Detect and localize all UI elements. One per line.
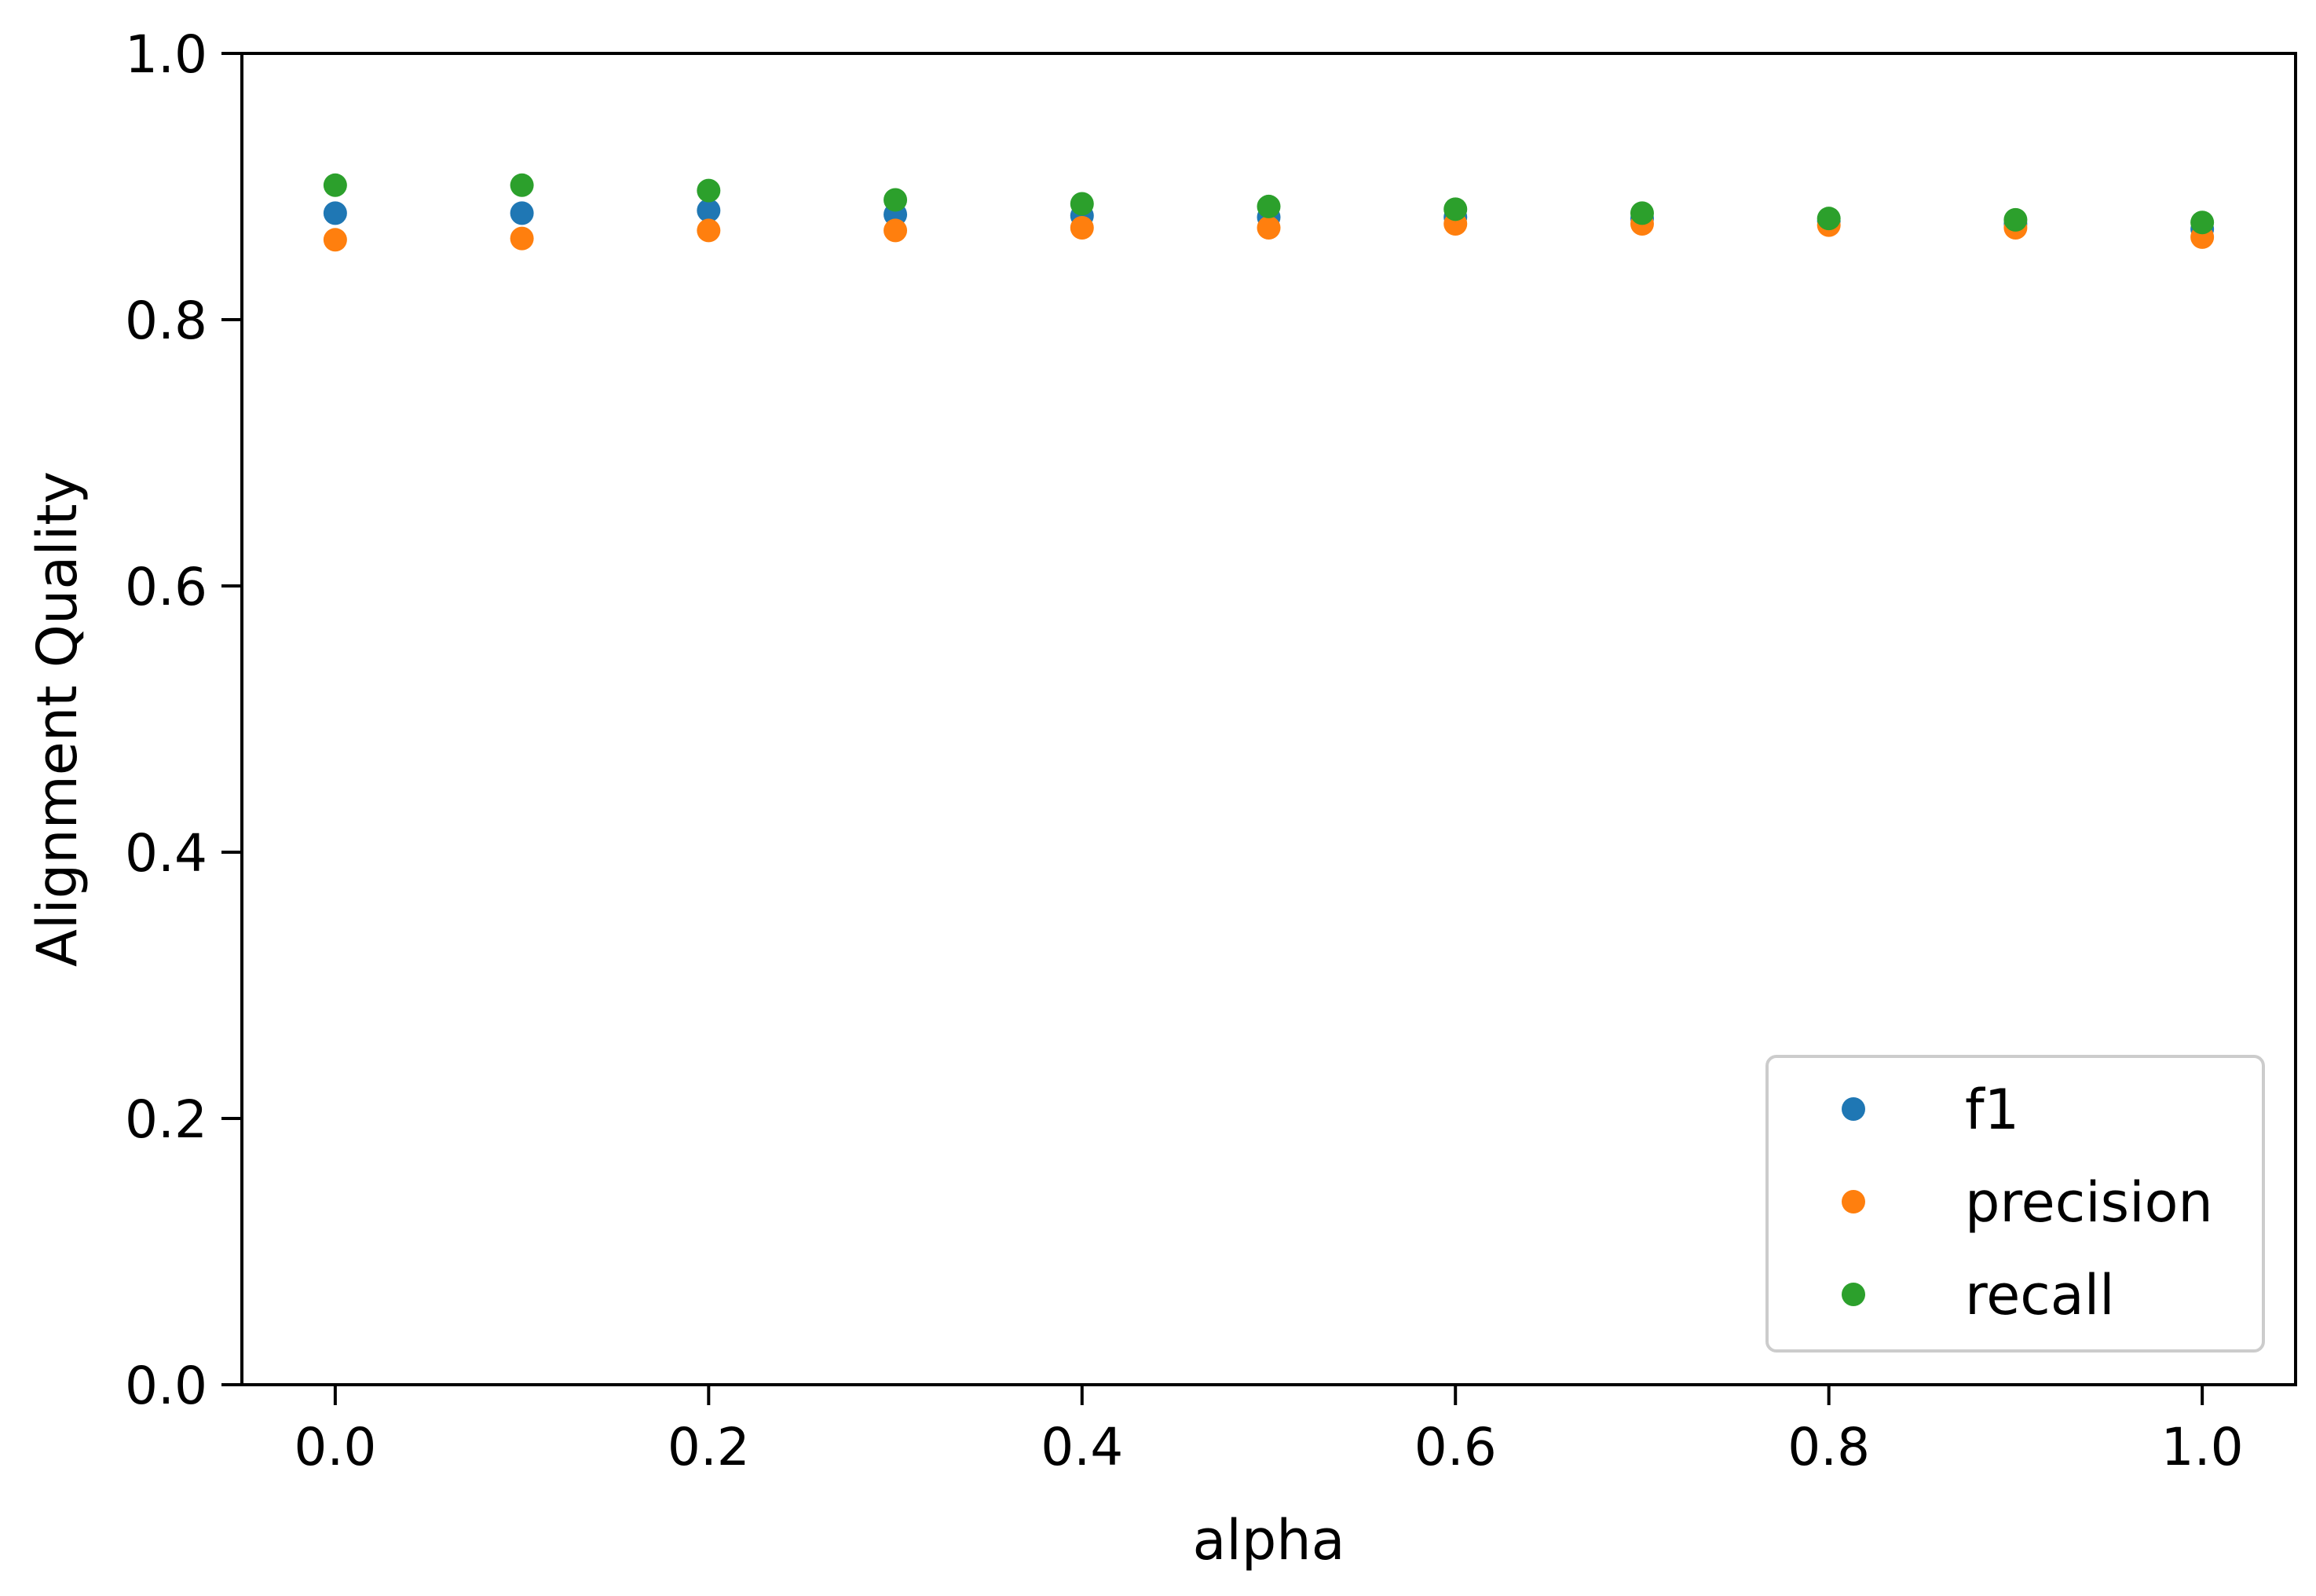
data-point-recall [697, 178, 721, 203]
x-tick-label: 1.0 [2161, 1417, 2244, 1477]
y-axis-label: Alignment Quality [25, 471, 90, 967]
data-point-f1 [323, 201, 347, 225]
data-point-precision [510, 226, 534, 251]
y-axis-ticks: 0.0 0.2 0.4 0.6 0.8 1.0 [125, 24, 242, 1416]
data-point-recall [1257, 194, 1281, 218]
y-tick-label: 1.0 [125, 24, 207, 85]
legend-marker-f1 [1842, 1097, 1865, 1121]
legend-box [1765, 1055, 2265, 1353]
data-point-precision [884, 218, 908, 243]
data-point-recall [884, 188, 908, 212]
x-tick-label: 0.0 [294, 1417, 376, 1477]
data-point-precision [323, 228, 347, 252]
data-point-recall [510, 173, 534, 197]
legend: f1 precision recall [1765, 1055, 2265, 1353]
data-point-recall [323, 173, 347, 197]
legend-label-f1: f1 [1965, 1078, 2019, 1142]
data-point-precision [697, 218, 721, 243]
legend-marker-precision [1842, 1190, 1865, 1213]
data-point-precision [1257, 216, 1281, 240]
legend-label-precision: precision [1965, 1170, 2213, 1235]
data-point-recall [1817, 207, 1841, 231]
legend-marker-recall [1842, 1283, 1865, 1306]
data-point-recall [2003, 207, 2028, 232]
plot-frame [240, 52, 2297, 1386]
y-tick-label: 0.6 [125, 557, 207, 617]
data-point-recall [1443, 197, 1468, 221]
data-point-recall [1630, 201, 1654, 225]
x-axis-label: alpha [1192, 1508, 1345, 1572]
x-axis-ticks: 0.0 0.2 0.4 0.6 0.8 1.0 [294, 1385, 2244, 1477]
y-tick-label: 0.2 [125, 1089, 207, 1150]
data-point-precision [1070, 216, 1094, 240]
y-tick-label: 0.0 [125, 1356, 207, 1416]
data-point-f1 [697, 199, 721, 223]
legend-label-recall: recall [1965, 1263, 2115, 1327]
x-tick-label: 0.4 [1041, 1417, 1123, 1477]
data-point-f1 [510, 201, 534, 225]
data-point-recall [1070, 192, 1094, 216]
data-points [323, 173, 2215, 252]
x-tick-label: 0.6 [1414, 1417, 1497, 1477]
x-tick-label: 0.8 [1787, 1417, 1870, 1477]
y-tick-label: 0.4 [125, 823, 207, 884]
series-recall [323, 173, 2215, 235]
data-point-recall [2190, 210, 2215, 235]
y-tick-label: 0.8 [125, 291, 207, 351]
x-tick-label: 0.2 [668, 1417, 750, 1477]
